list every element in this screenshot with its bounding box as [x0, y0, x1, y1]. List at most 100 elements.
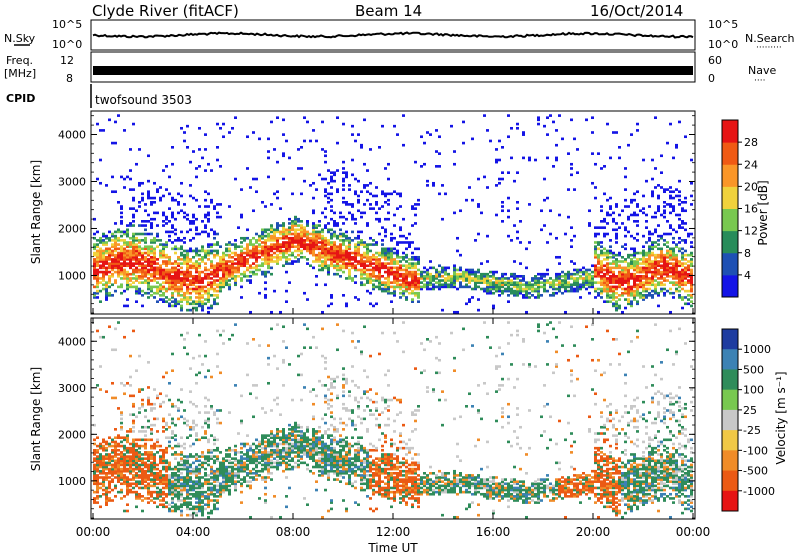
power-cell	[183, 291, 186, 295]
power-cell	[471, 272, 474, 276]
power-cell	[234, 283, 237, 287]
power-cell	[387, 277, 390, 280]
velocity-cell	[216, 476, 219, 479]
power-cell	[414, 258, 417, 261]
power-cell	[324, 260, 327, 263]
power-cell	[105, 234, 108, 238]
power-cell	[189, 302, 192, 306]
velocity-cell	[210, 511, 213, 515]
power-cell	[441, 285, 444, 289]
power-cell	[225, 272, 228, 276]
power-cell	[564, 310, 567, 314]
power-cell	[456, 277, 459, 280]
power-cell	[126, 272, 129, 276]
velocity-cell	[216, 329, 219, 333]
power-cell	[588, 274, 591, 278]
power-cell	[651, 279, 654, 282]
power-cell	[159, 264, 162, 268]
power-cell	[450, 124, 453, 128]
power-cell	[171, 226, 174, 229]
power-cell	[627, 298, 630, 301]
power-cell	[102, 270, 105, 274]
velocity-cell	[195, 490, 198, 494]
power-cell	[96, 177, 99, 181]
velocity-cell	[171, 405, 174, 408]
power-cell	[201, 304, 204, 308]
power-ytick-1000: 1000	[58, 269, 86, 282]
power-cell	[684, 239, 687, 242]
power-cell	[501, 291, 504, 295]
power-cell	[357, 268, 360, 272]
power-cell	[480, 277, 483, 280]
velocity-cell	[222, 488, 225, 492]
power-cell	[162, 245, 165, 249]
power-cell	[195, 175, 198, 179]
velocity-cell	[174, 482, 177, 486]
velocity-cell	[177, 476, 180, 479]
power-cell	[99, 158, 102, 162]
power-cell	[93, 285, 96, 289]
power-cell	[657, 194, 660, 198]
velocity-cell	[171, 472, 174, 475]
velocity-cell	[216, 507, 219, 511]
power-cell	[111, 253, 114, 257]
velocity-cell	[183, 446, 186, 450]
velocity-cell	[126, 455, 129, 458]
power-cell	[318, 173, 321, 177]
power-cell	[240, 249, 243, 253]
power-cell	[333, 241, 336, 244]
power-cell	[441, 266, 444, 270]
velocity-cell	[114, 444, 117, 448]
velocity-cell	[165, 492, 168, 496]
power-cell	[402, 291, 405, 295]
velocity-cell	[210, 469, 213, 473]
power-cell	[138, 262, 141, 265]
power-cell	[129, 169, 132, 172]
power-cell	[162, 211, 165, 215]
power-cell	[405, 264, 408, 268]
power-cell	[123, 277, 126, 280]
power-cell	[96, 245, 99, 249]
power-cell	[654, 285, 657, 289]
power-cell	[648, 245, 651, 249]
velocity-cell	[228, 469, 231, 473]
velocity-cell	[174, 423, 177, 427]
velocity-cell	[201, 507, 204, 511]
power-cell	[120, 230, 123, 234]
power-cell	[363, 184, 366, 187]
power-cell	[606, 281, 609, 284]
power-cell	[459, 209, 462, 213]
power-cell	[237, 274, 240, 278]
power-cell	[255, 177, 258, 181]
power-cell	[495, 277, 498, 280]
velocity-cell	[96, 465, 99, 469]
power-cell	[642, 260, 645, 263]
power-cell	[540, 209, 543, 213]
power-cell	[183, 236, 186, 240]
power-cell	[516, 289, 519, 293]
power-cell	[261, 251, 264, 255]
power-cell	[393, 274, 396, 278]
power-cell	[630, 277, 633, 280]
power-cell	[300, 228, 303, 232]
power-cell	[624, 291, 627, 295]
power-cell	[204, 266, 207, 270]
velocity-cell	[183, 482, 186, 486]
power-cell	[105, 249, 108, 253]
power-cell	[636, 294, 639, 297]
power-cell	[678, 179, 681, 183]
power-cell	[627, 262, 630, 265]
velocity-cell	[219, 495, 222, 498]
power-cell	[207, 213, 210, 217]
power-cell	[603, 192, 606, 196]
power-cell	[321, 177, 324, 181]
power-cell	[309, 249, 312, 253]
power-cell	[183, 298, 186, 301]
velocity-cell	[96, 501, 99, 504]
velocity-cell	[150, 490, 153, 494]
power-cell	[249, 270, 252, 274]
power-cell	[261, 232, 264, 236]
power-cell	[549, 232, 552, 236]
power-cell	[105, 266, 108, 270]
power-cell	[162, 251, 165, 255]
